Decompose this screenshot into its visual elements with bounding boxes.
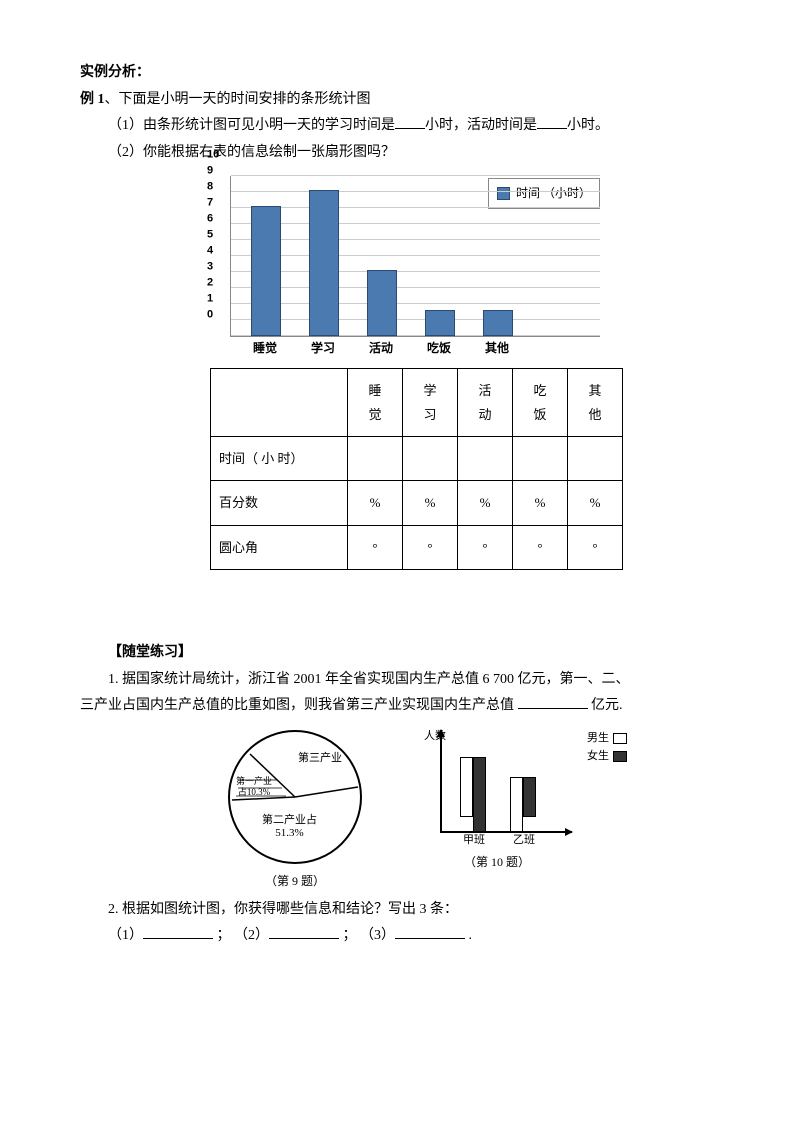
time-bar-chart: 时间 （小时） 012345678910 睡觉学习活动吃饭其他 [200, 176, 600, 360]
xlabel-jia: 甲班 [463, 830, 485, 851]
q2-item3-label: ； （3） [343, 928, 396, 943]
blank-gdp[interactable] [518, 694, 588, 709]
bar-其他 [483, 310, 513, 336]
blank-activity-hours[interactable] [537, 114, 567, 129]
table-col-head: 睡觉 [348, 369, 403, 437]
x-label: 活动 [366, 337, 396, 360]
table-cell[interactable]: ° [513, 525, 568, 569]
table-row-percent: 百分数 % % % % % [211, 481, 623, 525]
x-label: 吃饭 [424, 337, 454, 360]
pie-label-second: 第二产业占51.3% [262, 814, 317, 840]
q1-part-c: 小时。 [567, 118, 609, 133]
bar-吃饭 [425, 310, 455, 336]
table-cell[interactable]: ° [568, 525, 623, 569]
section-heading: 实例分析： [80, 60, 720, 87]
bar-yi-female [523, 777, 536, 817]
table-cell[interactable]: % [568, 481, 623, 525]
table-cell-empty [211, 369, 348, 437]
table-cell[interactable]: % [348, 481, 403, 525]
table-col-head: 其他 [568, 369, 623, 437]
table-col-head: 吃饭 [513, 369, 568, 437]
time-data-table: 睡觉 学习 活动 吃饭 其他 时间（ 小 时） 百分数 % % % % % 圆心… [210, 368, 623, 570]
industry-pie-chart: 第三产业 第一产业占10.3% 第二产业占51.3% [228, 730, 362, 864]
table-cell[interactable] [348, 436, 403, 480]
table-cell[interactable] [513, 436, 568, 480]
xlabel-yi: 乙班 [513, 830, 535, 851]
x-label: 睡觉 [250, 337, 280, 360]
bar-活动 [367, 270, 397, 336]
class-bar-chart-wrap: 人数 甲班 乙班 男生 女生 （第 10 题） [422, 730, 572, 874]
row-head-hours: 时间（ 小 时） [211, 436, 348, 480]
bar-yi-male [510, 777, 523, 832]
table-col-head: 活动 [458, 369, 513, 437]
bar-睡觉 [251, 206, 281, 336]
blank-answer-3[interactable] [395, 924, 465, 939]
q2-tail: . [469, 928, 473, 943]
example1-prefix: 例 1 [80, 92, 105, 107]
table-row-angle: 圆心角 ° ° ° ° ° [211, 525, 623, 569]
figures-row: 第三产业 第一产业占10.3% 第二产业占51.3% （第 9 题） 人数 甲班… [80, 730, 720, 893]
class-bar-chart: 人数 甲班 乙班 男生 女生 [422, 730, 572, 845]
x-label: 学习 [308, 337, 338, 360]
blank-study-hours[interactable] [395, 114, 425, 129]
legend-swatch-male-icon [613, 733, 627, 744]
q1-part-a: （1）由条形统计图可见小明一天的学习时间是 [108, 118, 395, 133]
practice-heading: 【随堂练习】 [80, 640, 720, 667]
table-cell[interactable]: % [458, 481, 513, 525]
q2-item1-label: （1） [108, 928, 143, 943]
q1c-text: 亿元. [591, 698, 623, 713]
table-cell[interactable]: ° [348, 525, 403, 569]
x-label: 其他 [482, 337, 512, 360]
row-head-percent: 百分数 [211, 481, 348, 525]
table-cell[interactable]: % [403, 481, 458, 525]
example1-rest: 、下面是小明一天的时间安排的条形统计图 [105, 92, 371, 107]
practice-q2: 2. 根据如图统计图，你获得哪些信息和结论？写出 3 条： [80, 897, 720, 924]
table-cell[interactable]: ° [458, 525, 513, 569]
pie-caption: （第 9 题） [228, 870, 362, 893]
example1-title: 例 1、下面是小明一天的时间安排的条形统计图 [80, 87, 720, 114]
table-row-hours: 时间（ 小 时） [211, 436, 623, 480]
bar-jia-female [473, 757, 486, 832]
pie-label-third: 第三产业 [298, 752, 342, 765]
practice-q1-line2: 三产业占国内生产总值的比重如图，则我省第三产业实现国内生产总值 亿元. [80, 693, 720, 720]
practice-q1-line1: 1. 据国家统计局统计，浙江省 2001 年全省实现国内生产总值 6 700 亿… [80, 667, 720, 694]
smallbar-caption: （第 10 题） [422, 851, 572, 874]
q1-part-b: 小时，活动时间是 [425, 118, 537, 133]
table-cell[interactable] [403, 436, 458, 480]
bar-学习 [309, 190, 339, 336]
blank-answer-1[interactable] [143, 924, 213, 939]
legend-swatch-female-icon [613, 751, 627, 762]
q1b-text: 三产业占国内生产总值的比重如图，则我省第三产业实现国内生产总值 [80, 698, 514, 713]
pie-chart-wrap: 第三产业 第一产业占10.3% 第二产业占51.3% （第 9 题） [228, 730, 362, 893]
example1-q2: （2）你能根据右表的信息绘制一张扇形图吗？ [80, 140, 720, 167]
legend-female-label: 女生 [587, 748, 609, 766]
table-cell[interactable]: % [513, 481, 568, 525]
pie-label-first: 第一产业占10.3% [236, 776, 272, 798]
row-head-angle: 圆心角 [211, 525, 348, 569]
table-row-header: 睡觉 学习 活动 吃饭 其他 [211, 369, 623, 437]
blank-answer-2[interactable] [269, 924, 339, 939]
example1-q1: （1）由条形统计图可见小明一天的学习时间是 小时，活动时间是 小时。 [80, 113, 720, 140]
legend-male-label: 男生 [587, 730, 609, 748]
q2-item2-label: ； （2） [217, 928, 270, 943]
y-tick-label: 10 [207, 145, 219, 166]
table-cell[interactable] [458, 436, 513, 480]
table-col-head: 学习 [403, 369, 458, 437]
table-cell[interactable]: ° [403, 525, 458, 569]
bar-jia-male [460, 757, 473, 817]
practice-q2-blanks: （1） ； （2） ； （3） . [80, 923, 720, 950]
table-cell[interactable] [568, 436, 623, 480]
sb-legend: 男生 女生 [587, 730, 627, 765]
y-axis [440, 730, 442, 833]
